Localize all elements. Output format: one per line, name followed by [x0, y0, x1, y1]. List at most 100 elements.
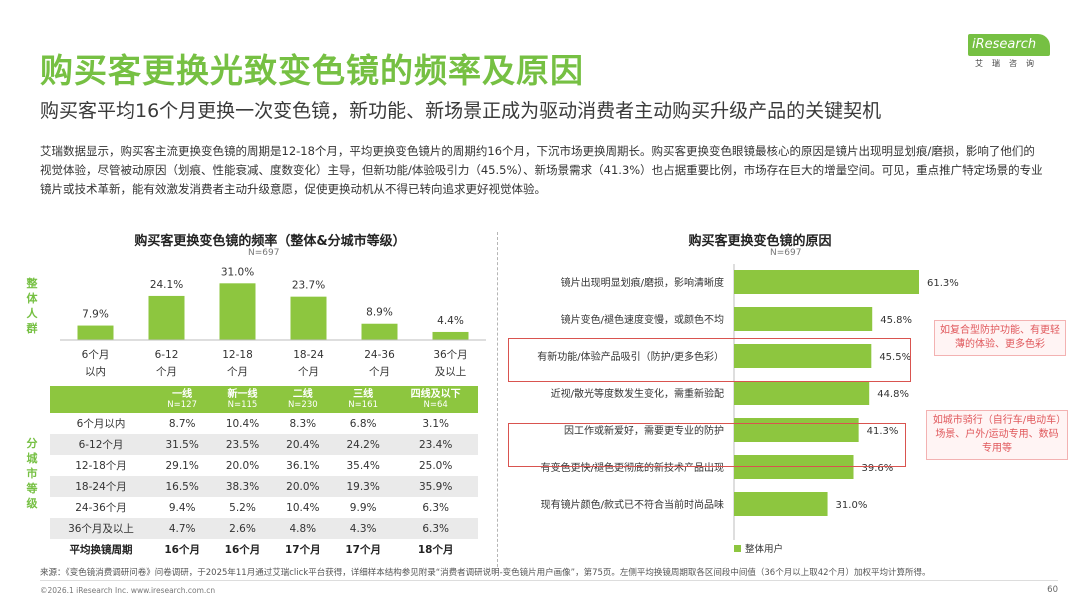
bar-value-label: 7.9% — [82, 309, 109, 321]
category-label: 镜片变色/褪色速度变慢，或颜色不均 — [561, 313, 724, 326]
table-cell: 6.8% — [349, 417, 377, 430]
annotation-new-scene: 如城市骑行（自行车/电动车）场景、户外/运动专用、数码专用等 — [926, 410, 1068, 460]
table-cell: 8.3% — [289, 417, 317, 430]
bar-reason — [734, 307, 873, 331]
table-header-tier: 新一线 N=115 — [212, 386, 273, 413]
right-chart-title: 购买客更换变色镜的原因 — [688, 234, 832, 249]
row-label: 12-18个月 — [75, 460, 127, 472]
x-tick-label: 36个月 — [433, 349, 467, 361]
city-tier-table: 一线 N=127 新一线 N=115 二线 N=230 三线 N=161 四线及以下 N=… — [50, 386, 478, 560]
table-cell: 3.1% — [422, 417, 449, 430]
table-cell: 4.3% — [332, 518, 394, 539]
bar-frequency — [432, 331, 469, 340]
table-cell: 2.6% — [212, 518, 273, 539]
table-row: 12-18个月 29.1% 20.0% 36.1% 35.4% 25.0% — [50, 455, 478, 476]
table-cell: 20.4% — [272, 434, 333, 455]
bar-frequency — [219, 283, 256, 340]
table-cell: 38.3% — [212, 476, 273, 497]
table-cell: 8.7% — [168, 417, 196, 430]
table-cell: 16.5% — [152, 476, 213, 497]
table-cell: 24.2% — [332, 434, 394, 455]
chart-divider — [497, 232, 498, 567]
bar-value-label: 44.8% — [877, 389, 909, 400]
table-header-tier: 三线 N=161 — [332, 386, 394, 413]
table-cell: 17个月 — [332, 539, 394, 560]
source-note: 来源：《变色镜消费调研问卷》问卷调研，于2025年11月通过艾瑞click平台获… — [40, 568, 931, 578]
table-header-tier: 四线及以下 N=64 — [393, 386, 478, 413]
row-label: 6-12个月 — [50, 434, 152, 455]
table-cell: 5.2% — [229, 501, 256, 514]
footer-divider — [40, 580, 1058, 581]
bar-reason — [734, 381, 870, 405]
intro-paragraph: 艾瑞数据显示，购买客主流更换变色镜的周期是12-18个月，平均更换变色镜片的周期… — [40, 144, 1043, 196]
bar-value-label: 8.9% — [366, 307, 393, 319]
table-header-tier: 一线 N=127 — [152, 386, 213, 413]
table-cell: 4.8% — [272, 518, 333, 539]
table-row: 6-12个月 31.5% 23.5% 20.4% 24.2% 23.4% — [50, 434, 478, 455]
annotation-new-function: 如复合型防护功能、有更轻薄的体验、更多色彩 — [934, 320, 1066, 356]
x-tick-label: 个月 — [298, 366, 319, 378]
x-tick-label: 12-18 — [222, 349, 253, 361]
table-cell: 35.4% — [346, 459, 380, 472]
table-cell: 10.4% — [286, 501, 320, 514]
page-subtitle: 购买客平均16个月更换一次变色镜，新功能、新场景正成为驱动消费者主动购买升级产品… — [40, 100, 882, 122]
logo-name: iResearch — [972, 37, 1037, 52]
table-cell: 29.1% — [165, 459, 199, 472]
table-row: 6个月以内 8.7% 10.4% 8.3% 6.8% 3.1% — [50, 413, 478, 434]
table-cell: 18个月 — [393, 539, 478, 560]
table-cell: 20.0% — [225, 459, 260, 472]
category-label: 有变色更快/褪色更彻底的新技术产品出现 — [541, 461, 724, 474]
bar-value-label: 39.6% — [862, 463, 894, 474]
bar-value-label: 31.0% — [836, 500, 868, 511]
bar-reason — [734, 492, 828, 516]
right-chart-n: N=697 — [770, 248, 802, 258]
category-label: 近视/散光等度数发生变化，需重新验配 — [551, 387, 724, 400]
x-tick-label: 个月 — [227, 366, 248, 378]
bar-value-label: 61.3% — [927, 278, 959, 289]
bar-value-label: 4.4% — [437, 315, 464, 327]
category-label: 镜片出现明显划痕/磨损，影响清晰度 — [561, 276, 724, 289]
side-label-city: 分城市等级 — [26, 437, 38, 510]
table-cell: 36.1% — [286, 459, 320, 472]
table-cell: 19.3% — [332, 476, 394, 497]
table-cell: 16个月 — [212, 539, 273, 560]
category-label: 现有镜片颜色/款式已不符合当前时尚品味 — [541, 498, 724, 511]
x-tick-label: 及以上 — [435, 366, 467, 378]
row-label: 36个月及以上 — [50, 518, 152, 539]
bar-frequency — [290, 296, 327, 340]
table-header-blank — [50, 386, 152, 413]
table-cell: 6.3% — [393, 518, 478, 539]
table-cell: 23.4% — [393, 434, 478, 455]
bar-value-label: 31.0% — [221, 266, 254, 278]
row-label: 18-24个月 — [50, 476, 152, 497]
table-row: 24-36个月 9.4% 5.2% 10.4% 9.9% 6.3% — [50, 497, 478, 518]
table-cell: 20.0% — [272, 476, 333, 497]
row-label: 平均换镜周期 — [50, 539, 152, 560]
category-label: 有新功能/体验产品吸引（防护/更多色彩） — [537, 350, 724, 363]
x-tick-label: 6个月 — [82, 349, 110, 361]
bar-value-label: 45.5% — [879, 352, 911, 363]
bar-reason — [734, 344, 872, 368]
page-number: 60 — [1047, 585, 1058, 595]
row-label: 6个月以内 — [76, 418, 126, 430]
frequency-bar-chart: 7.9% 6个月以内 24.1% 6-12 个月 31.0% 12-18 个月 23.7% 18-… — [60, 266, 486, 378]
x-tick-label: 6-12 — [155, 349, 179, 361]
bar-value-label: 24.1% — [150, 279, 183, 291]
page-title: 购买客更换光致变色镜的频率及原因 — [40, 51, 584, 90]
table-cell: 4.7% — [152, 518, 213, 539]
x-tick-label: 24-36 — [364, 349, 395, 361]
table-row: 18-24个月 16.5% 38.3% 20.0% 19.3% 35.9% — [50, 476, 478, 497]
bar-value-label: 45.8% — [880, 315, 912, 326]
table-row-average: 平均换镜周期 16个月 16个月 17个月 17个月 18个月 — [50, 539, 478, 560]
table-cell: 17个月 — [272, 539, 333, 560]
copyright: ©2026.1 iResearch Inc. www.iresearch.com… — [40, 586, 216, 595]
bar-value-label: 41.3% — [867, 426, 899, 437]
bar-reason — [734, 270, 919, 294]
table-cell: 35.9% — [393, 476, 478, 497]
table-cell: 23.5% — [212, 434, 273, 455]
legend-label: 整体用户 — [745, 543, 783, 555]
highlight-box-new-scene — [508, 423, 906, 467]
table-cell: 6.3% — [422, 501, 449, 514]
x-tick-label: 个月 — [156, 366, 177, 378]
x-tick-label: 18-24 — [293, 349, 324, 361]
